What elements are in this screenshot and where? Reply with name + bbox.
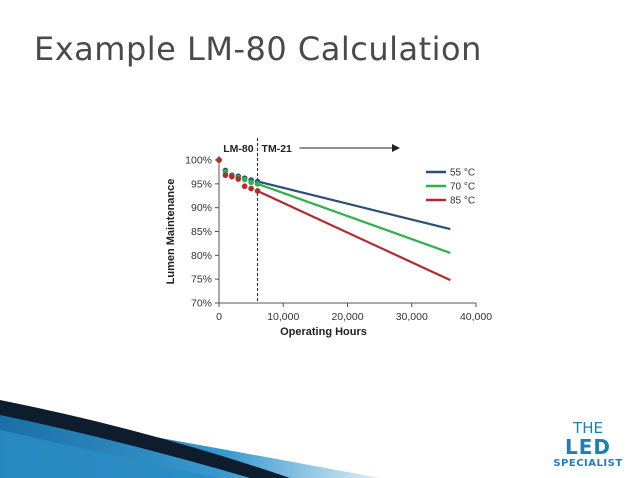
- series-3-measured-point: [248, 185, 254, 192]
- legend-label-2: 70 °C: [450, 182, 475, 193]
- y-tick-label: 95%: [191, 178, 212, 190]
- lm80-label: LM-80: [223, 143, 253, 155]
- series-1-projection-line: [257, 180, 451, 231]
- y-tick-label: 100%: [185, 155, 212, 167]
- x-tick-label: 20,000: [331, 311, 363, 323]
- series-3-measured-point: [241, 183, 248, 190]
- x-tick-label: 30,000: [396, 311, 428, 323]
- y-axis-label: Lumen Maintenance: [165, 179, 177, 285]
- x-tick-label: 10,000: [267, 311, 299, 323]
- x-tick-label: 40,000: [460, 311, 492, 323]
- series-2-measured-point: [241, 176, 248, 183]
- tm21-label: TM-21: [262, 143, 292, 155]
- y-tick-label: 70%: [191, 298, 212, 310]
- y-tick-label: 90%: [191, 202, 212, 214]
- series-2-projection-line: [257, 182, 451, 254]
- series-3-measured-point: [216, 157, 222, 163]
- logo-line-the: THE: [573, 419, 603, 437]
- series-3-measured-point: [235, 176, 242, 182]
- slide-title: Example LM-80 Calculation: [34, 30, 482, 68]
- logo-line-led: LED: [564, 435, 611, 459]
- series-3-measured-point: [229, 173, 235, 180]
- y-tick-label: 80%: [191, 250, 212, 262]
- series-2-measured-point: [248, 179, 254, 186]
- series-3-measured-point: [254, 188, 261, 194]
- company-logo: THE LED SPECIALIST: [548, 420, 628, 470]
- series-3-projection-line: [257, 189, 451, 282]
- x-axis-label: Operating Hours: [280, 326, 367, 338]
- legend-label-3: 85 °C: [450, 196, 475, 207]
- tm21-arrow-head: [392, 144, 400, 152]
- logo-line-specialist: SPECIALIST: [553, 458, 623, 469]
- legend-label-1: 55 °C: [450, 168, 475, 179]
- series-3-measured-point: [222, 172, 229, 179]
- x-tick-label: 0: [216, 311, 222, 323]
- y-tick-label: 75%: [191, 274, 212, 286]
- y-tick-label: 85%: [191, 226, 212, 238]
- series-2-measured-point: [254, 181, 261, 187]
